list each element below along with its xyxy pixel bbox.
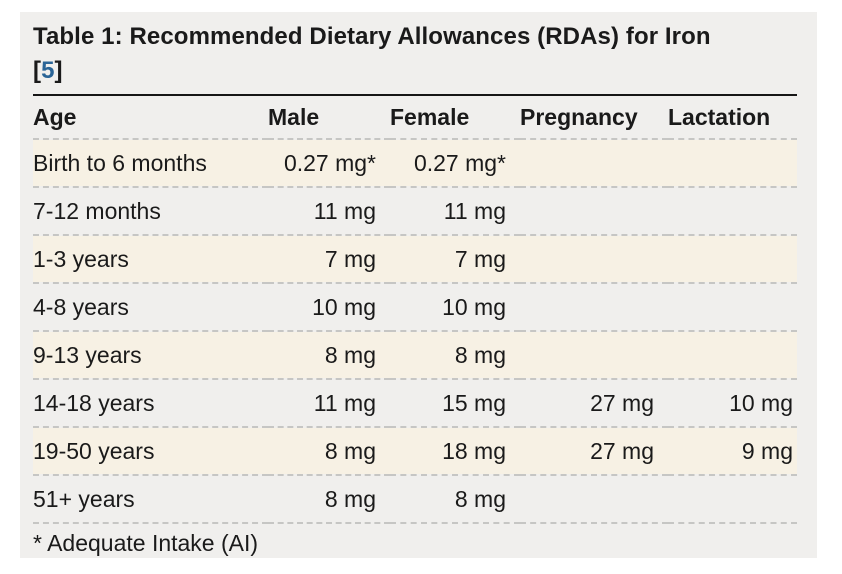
- cell-pregnancy: [520, 283, 668, 332]
- citation-bracket-close: ]: [54, 57, 63, 84]
- table-row: Birth to 6 months 0.27 mg* 0.27 mg*: [33, 139, 797, 188]
- column-header-pregnancy: Pregnancy: [520, 96, 668, 140]
- cell-age: 14-18 years: [33, 379, 268, 428]
- cell-female: 8 mg: [390, 475, 520, 524]
- cell-male: 11 mg: [268, 379, 390, 428]
- cell-male: 11 mg: [268, 187, 390, 236]
- header-row: Age Male Female Pregnancy Lactation: [33, 96, 797, 140]
- cell-pregnancy: [520, 475, 668, 524]
- cell-lactation: [668, 283, 797, 332]
- cell-age: 51+ years: [33, 475, 268, 524]
- column-header-age: Age: [33, 96, 268, 140]
- cell-age: 7-12 months: [33, 187, 268, 236]
- cell-pregnancy: 27 mg: [520, 427, 668, 476]
- citation-link[interactable]: 5: [41, 57, 55, 84]
- cell-lactation: 9 mg: [668, 427, 797, 476]
- table-row: 7-12 months 11 mg 11 mg: [33, 187, 797, 236]
- table-row: 9-13 years 8 mg 8 mg: [33, 331, 797, 380]
- cell-female: 8 mg: [390, 331, 520, 380]
- cell-female: 7 mg: [390, 235, 520, 284]
- cell-male: 8 mg: [268, 475, 390, 524]
- cell-male: 7 mg: [268, 235, 390, 284]
- cell-male: 10 mg: [268, 283, 390, 332]
- rda-table-card: Table 1: Recommended Dietary Allowances …: [20, 12, 817, 558]
- cell-age: 1-3 years: [33, 235, 268, 284]
- cell-pregnancy: [520, 235, 668, 284]
- citation-bracket-open: [: [33, 57, 42, 84]
- table-body: Birth to 6 months 0.27 mg* 0.27 mg* 7-12 mo…: [33, 139, 797, 524]
- table-title: Table 1: Recommended Dietary Allowances …: [33, 20, 797, 96]
- cell-pregnancy: [520, 139, 668, 188]
- cell-age: 19-50 years: [33, 427, 268, 476]
- cell-male: 0.27 mg*: [268, 139, 390, 188]
- column-header-female: Female: [390, 96, 520, 140]
- table-row: 1-3 years 7 mg 7 mg: [33, 235, 797, 284]
- cell-male: 8 mg: [268, 427, 390, 476]
- footnote: * Adequate Intake (AI): [33, 530, 259, 556]
- cell-female: 0.27 mg*: [390, 139, 520, 188]
- cell-pregnancy: [520, 187, 668, 236]
- cell-female: 15 mg: [390, 379, 520, 428]
- cell-lactation: [668, 475, 797, 524]
- rda-table: Age Male Female Pregnancy Lactation Birth to…: [33, 96, 797, 524]
- table-row: 51+ years 8 mg 8 mg: [33, 475, 797, 524]
- cell-age: Birth to 6 months: [33, 139, 268, 188]
- column-header-male: Male: [268, 96, 390, 140]
- cell-female: 11 mg: [390, 187, 520, 236]
- cell-lactation: [668, 139, 797, 188]
- cell-pregnancy: 27 mg: [520, 379, 668, 428]
- cell-lactation: [668, 187, 797, 236]
- table-title-text: Table 1: Recommended Dietary Allowances …: [33, 23, 711, 50]
- cell-lactation: [668, 235, 797, 284]
- table-row: 4-8 years 10 mg 10 mg: [33, 283, 797, 332]
- cell-age: 9-13 years: [33, 331, 268, 380]
- table-row: 14-18 years 11 mg 15 mg 27 mg 10 mg: [33, 379, 797, 428]
- cell-lactation: [668, 331, 797, 380]
- cell-lactation: 10 mg: [668, 379, 797, 428]
- cell-female: 10 mg: [390, 283, 520, 332]
- table-row: 19-50 years 8 mg 18 mg 27 mg 9 mg: [33, 427, 797, 476]
- column-header-lactation: Lactation: [668, 96, 797, 140]
- cell-pregnancy: [520, 331, 668, 380]
- cell-male: 8 mg: [268, 331, 390, 380]
- cell-female: 18 mg: [390, 427, 520, 476]
- cell-age: 4-8 years: [33, 283, 268, 332]
- citation: [5]: [33, 54, 797, 88]
